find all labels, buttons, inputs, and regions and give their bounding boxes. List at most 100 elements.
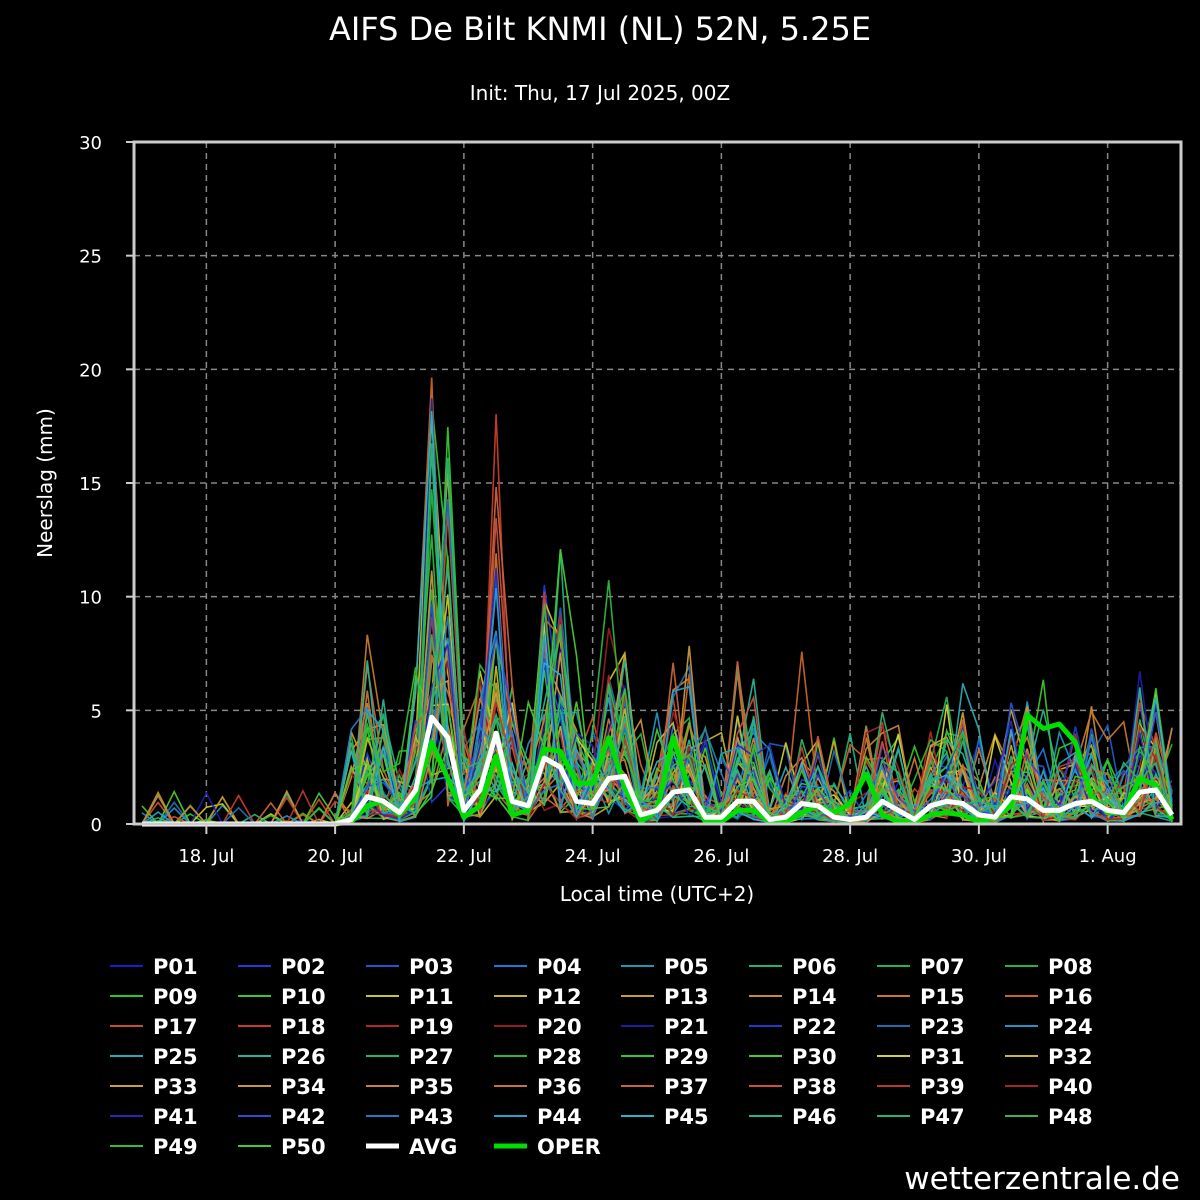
legend-item-p47: P47 xyxy=(877,1105,965,1129)
legend-item-p43: P43 xyxy=(366,1105,454,1129)
x-axis: 18. Jul 20. Jul 22. Jul 24. Jul 26. Jul 28. J… xyxy=(178,824,1137,867)
legend-item-p14: P14 xyxy=(749,985,837,1009)
legend-label: P29 xyxy=(664,1045,709,1069)
legend-item-p31: P31 xyxy=(877,1045,965,1069)
y-tick-label: 15 xyxy=(79,474,102,495)
legend-label: P44 xyxy=(537,1105,582,1129)
legend-item-p23: P23 xyxy=(877,1015,965,1039)
legend-item-p07: P07 xyxy=(877,955,965,979)
legend-label: P20 xyxy=(537,1015,582,1039)
legend-item-avg: AVG xyxy=(366,1135,457,1159)
legend-item-p17: P17 xyxy=(110,1015,198,1039)
legend-item-p45: P45 xyxy=(621,1105,709,1129)
legend-label: P45 xyxy=(664,1105,709,1129)
legend-label: P39 xyxy=(920,1075,965,1099)
legend-item-p36: P36 xyxy=(494,1075,582,1099)
legend-item-p28: P28 xyxy=(494,1045,582,1069)
legend-label: P42 xyxy=(281,1105,326,1129)
legend-label: P33 xyxy=(153,1075,198,1099)
legend-item-oper: OPER xyxy=(494,1135,601,1159)
legend-item-p37: P37 xyxy=(621,1075,709,1099)
legend-label: P18 xyxy=(281,1015,326,1039)
legend-item-p27: P27 xyxy=(366,1045,454,1069)
legend-item-p32: P32 xyxy=(1005,1045,1093,1069)
legend-item-p41: P41 xyxy=(110,1105,198,1129)
legend-label: P47 xyxy=(920,1105,965,1129)
legend-label: P41 xyxy=(153,1105,198,1129)
legend-item-p48: P48 xyxy=(1005,1105,1093,1129)
legend-label: AVG xyxy=(409,1135,457,1159)
legend-item-p12: P12 xyxy=(494,985,582,1009)
legend-label: P48 xyxy=(1048,1105,1093,1129)
legend-label: P01 xyxy=(153,955,198,979)
y-tick-label: 30 xyxy=(79,133,102,154)
y-tick-label: 25 xyxy=(79,247,102,268)
y-tick-label: 20 xyxy=(79,360,102,381)
legend-item-p24: P24 xyxy=(1005,1015,1093,1039)
y-tick-label: 5 xyxy=(91,701,102,722)
legend-item-p38: P38 xyxy=(749,1075,837,1099)
legend-label: P46 xyxy=(792,1105,837,1129)
legend-label: P23 xyxy=(920,1015,965,1039)
y-tick-label: 0 xyxy=(91,815,102,836)
legend-label: P04 xyxy=(537,955,582,979)
source-brand: wetterzentrale.de xyxy=(904,1161,1180,1197)
x-tick-label: 28. Jul xyxy=(822,846,878,867)
legend-label: P05 xyxy=(664,955,709,979)
legend-label: P25 xyxy=(153,1045,198,1069)
legend-label: P35 xyxy=(409,1075,454,1099)
legend-label: P26 xyxy=(281,1045,326,1069)
legend-item-p02: P02 xyxy=(238,955,326,979)
legend-item-p16: P16 xyxy=(1005,985,1093,1009)
legend-label: P50 xyxy=(281,1135,326,1159)
legend-label: OPER xyxy=(537,1135,601,1159)
legend-item-p50: P50 xyxy=(238,1135,326,1159)
legend-label: P37 xyxy=(664,1075,709,1099)
legend-label: P31 xyxy=(920,1045,965,1069)
x-tick-label: 30. Jul xyxy=(951,846,1007,867)
legend-label: P22 xyxy=(792,1015,837,1039)
legend-label: P30 xyxy=(792,1045,837,1069)
x-tick-label: 22. Jul xyxy=(436,846,492,867)
legend-item-p21: P21 xyxy=(621,1015,709,1039)
legend-item-p49: P49 xyxy=(110,1135,198,1159)
legend-item-p33: P33 xyxy=(110,1075,198,1099)
legend-label: P28 xyxy=(537,1045,582,1069)
legend-item-p34: P34 xyxy=(238,1075,326,1099)
legend-label: P24 xyxy=(1048,1015,1093,1039)
grid xyxy=(134,142,1181,824)
legend-item-p05: P05 xyxy=(621,955,709,979)
legend-item-p20: P20 xyxy=(494,1015,582,1039)
legend-item-p10: P10 xyxy=(238,985,326,1009)
legend-label: P32 xyxy=(1048,1045,1093,1069)
y-axis: 0 5 10 15 20 25 30 xyxy=(79,133,134,836)
y-tick-label: 10 xyxy=(79,588,102,609)
legend-item-p46: P46 xyxy=(749,1105,837,1129)
legend-item-p39: P39 xyxy=(877,1075,965,1099)
legend-item-p03: P03 xyxy=(366,955,454,979)
legend-item-p06: P06 xyxy=(749,955,837,979)
legend-label: P02 xyxy=(281,955,326,979)
legend-item-p09: P09 xyxy=(110,985,198,1009)
plot-area xyxy=(132,140,1183,827)
x-tick-label: 26. Jul xyxy=(693,846,749,867)
legend-item-p04: P04 xyxy=(494,955,582,979)
legend-item-p40: P40 xyxy=(1005,1075,1093,1099)
legend-label: P03 xyxy=(409,955,454,979)
legend-item-p01: P01 xyxy=(110,955,198,979)
legend-label: P38 xyxy=(792,1075,837,1099)
legend-item-p30: P30 xyxy=(749,1045,837,1069)
legend-item-p13: P13 xyxy=(621,985,709,1009)
x-axis-label: Local time (UTC+2) xyxy=(560,882,754,906)
x-tick-label: 18. Jul xyxy=(178,846,234,867)
legend-label: P14 xyxy=(792,985,837,1009)
legend-label: P43 xyxy=(409,1105,454,1129)
x-tick-label: 20. Jul xyxy=(307,846,363,867)
legend-label: P09 xyxy=(153,985,198,1009)
legend-item-p11: P11 xyxy=(366,985,454,1009)
legend-item-p26: P26 xyxy=(238,1045,326,1069)
legend-label: P06 xyxy=(792,955,837,979)
legend-item-p22: P22 xyxy=(749,1015,837,1039)
legend-label: P13 xyxy=(664,985,709,1009)
